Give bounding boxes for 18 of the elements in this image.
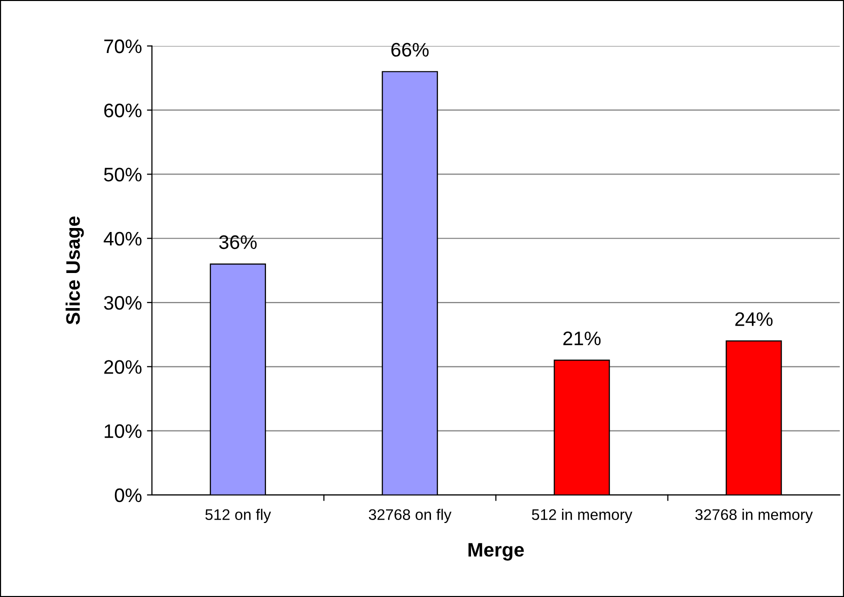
x-tick-label: 512 in memory: [532, 508, 632, 524]
y-tick-label: 60%: [104, 104, 142, 118]
x-tick-label: 32768 in memory: [695, 508, 813, 524]
y-tick-label: 20%: [104, 360, 142, 374]
x-tick-label: 32768 on fly: [368, 508, 452, 524]
y-tick-label: 50%: [104, 168, 142, 182]
data-label: 21%: [563, 332, 601, 346]
y-tick-label: 10%: [104, 424, 142, 438]
data-label: 66%: [391, 42, 429, 57]
data-label: 36%: [219, 235, 257, 250]
x-tick-label: 512 on fly: [205, 508, 271, 524]
y-tick-label: 0%: [114, 488, 142, 502]
y-tick-label: 40%: [104, 232, 142, 246]
y-axis-title: Slice Usage: [66, 216, 84, 324]
y-tick-label: 30%: [104, 296, 142, 310]
y-tick-label: 70%: [104, 39, 142, 54]
data-label: 24%: [735, 312, 773, 326]
x-axis-title: Merge: [468, 543, 524, 561]
